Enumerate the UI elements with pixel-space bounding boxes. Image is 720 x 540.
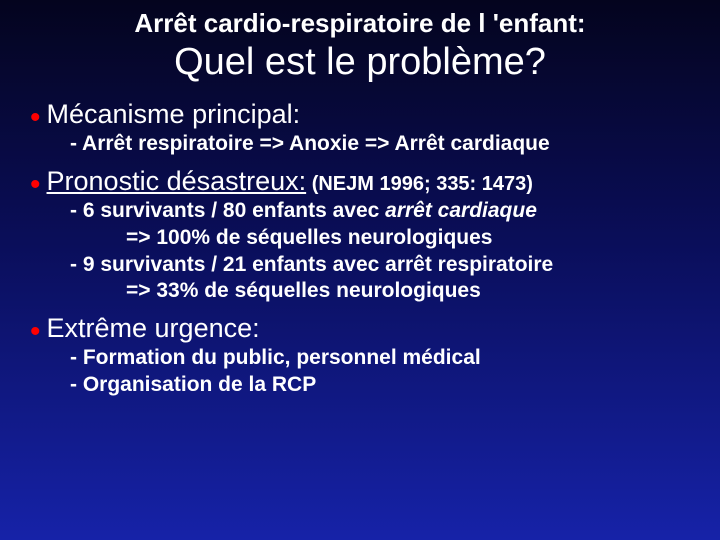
bullet-label-wrap: Pronostic désastreux: (NEJM 1996; 335: 1… <box>47 166 533 197</box>
sub-line: - Organisation de la RCP <box>70 373 316 396</box>
bullet-dot-icon: • <box>30 170 41 200</box>
bullet-dot-icon: • <box>30 317 41 347</box>
bullet-label: Pronostic désastreux: <box>47 166 307 196</box>
bullet-dot-icon: • <box>30 103 41 133</box>
sub-line: => 33% de séquelles neurologiques <box>126 278 690 305</box>
sub-line: - 6 survivants / 80 enfants avec arrêt c… <box>70 199 537 222</box>
bullet-subtext: - Formation du public, personnel médical… <box>70 345 690 399</box>
title-line-2: Quel est le problème? <box>30 41 690 85</box>
sub-line: - 9 survivants / 21 enfants avec arrêt r… <box>70 253 553 276</box>
bullet-list: • Mécanisme principal: - Arrêt respirato… <box>30 99 690 399</box>
sub-line-text: - 6 survivants / 80 enfants avec <box>70 199 385 222</box>
bullet-item: • Pronostic désastreux: (NEJM 1996; 335:… <box>30 166 690 197</box>
bullet-subtext: - 6 survivants / 80 enfants avec arrêt c… <box>70 198 690 306</box>
sub-line: - Formation du public, personnel médical <box>70 346 481 369</box>
bullet-label: Extrême urgence: <box>47 313 260 344</box>
bullet-citation: (NEJM 1996; 335: 1473) <box>306 173 533 195</box>
sub-line: - Arrêt respiratoire => Anoxie => Arrêt … <box>70 132 550 155</box>
title-line-1: Arrêt cardio-respiratoire de l 'enfant: <box>30 8 690 39</box>
bullet-item: • Mécanisme principal: <box>30 99 690 130</box>
sub-line-italic: arrêt cardiaque <box>385 199 537 222</box>
slide-container: Arrêt cardio-respiratoire de l 'enfant: … <box>0 0 720 540</box>
bullet-item: • Extrême urgence: <box>30 313 690 344</box>
bullet-subtext: - Arrêt respiratoire => Anoxie => Arrêt … <box>70 131 690 158</box>
bullet-label: Mécanisme principal: <box>47 99 301 130</box>
title-block: Arrêt cardio-respiratoire de l 'enfant: … <box>30 8 690 85</box>
sub-line: => 100% de séquelles neurologiques <box>126 225 690 252</box>
